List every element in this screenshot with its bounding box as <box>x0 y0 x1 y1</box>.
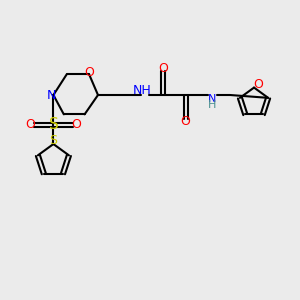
Text: O: O <box>181 115 190 128</box>
Text: N: N <box>208 94 217 104</box>
Text: NH: NH <box>133 84 152 97</box>
Text: H: H <box>208 100 217 110</box>
Text: O: O <box>84 66 94 79</box>
Text: O: O <box>254 78 263 91</box>
Text: O: O <box>71 118 81 131</box>
Text: N: N <box>47 88 57 101</box>
Text: O: O <box>26 118 35 131</box>
Text: S: S <box>49 134 57 147</box>
Text: O: O <box>158 62 168 75</box>
Text: S: S <box>49 117 58 132</box>
